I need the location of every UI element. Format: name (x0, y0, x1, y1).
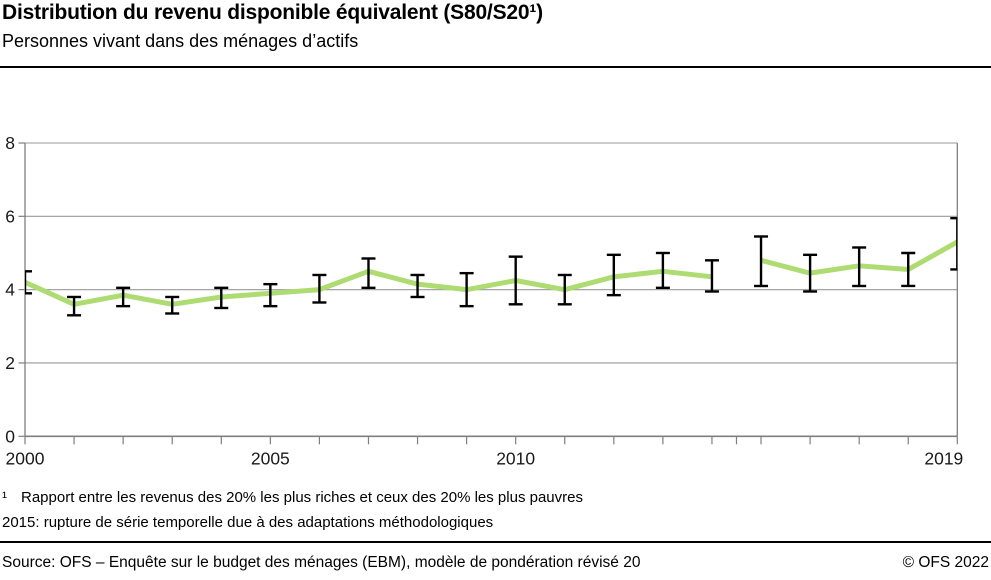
footnote-ratio-text: Rapport entre les revenus des 20% les pl… (21, 489, 583, 506)
svg-text:4: 4 (5, 280, 15, 300)
source-text: Source: OFS – Enquête sur le budget des … (2, 554, 641, 571)
page-subtitle: Personnes vivant dans des ménages d’acti… (2, 31, 359, 51)
svg-text:0: 0 (5, 426, 15, 446)
footnote-break: 2015: rupture de série temporelle due à … (2, 514, 494, 531)
footer-divider (0, 541, 991, 543)
svg-text:6: 6 (5, 206, 15, 226)
footnote-marker: ¹ (2, 489, 7, 506)
svg-text:2: 2 (5, 353, 15, 373)
footnote-ratio: ¹ Rapport entre les revenus des 20% les p… (2, 489, 583, 506)
line-chart: 0 2 4 6 8 2000 2005 2010 2019 (5, 133, 963, 468)
svg-text:2019: 2019 (924, 448, 963, 468)
header-divider (0, 66, 991, 68)
svg-text:2000: 2000 (6, 448, 45, 468)
page-title: Distribution du revenu disponible équiva… (2, 1, 543, 24)
copyright-text: © OFS 2022 (902, 554, 989, 571)
chart-canvas: 0 2 4 6 8 2000 2005 2010 2019 (5, 133, 963, 468)
svg-text:2010: 2010 (496, 448, 535, 468)
svg-text:8: 8 (5, 133, 15, 153)
source-row: Source: OFS – Enquête sur le budget des … (2, 554, 989, 572)
svg-text:2005: 2005 (251, 448, 290, 468)
